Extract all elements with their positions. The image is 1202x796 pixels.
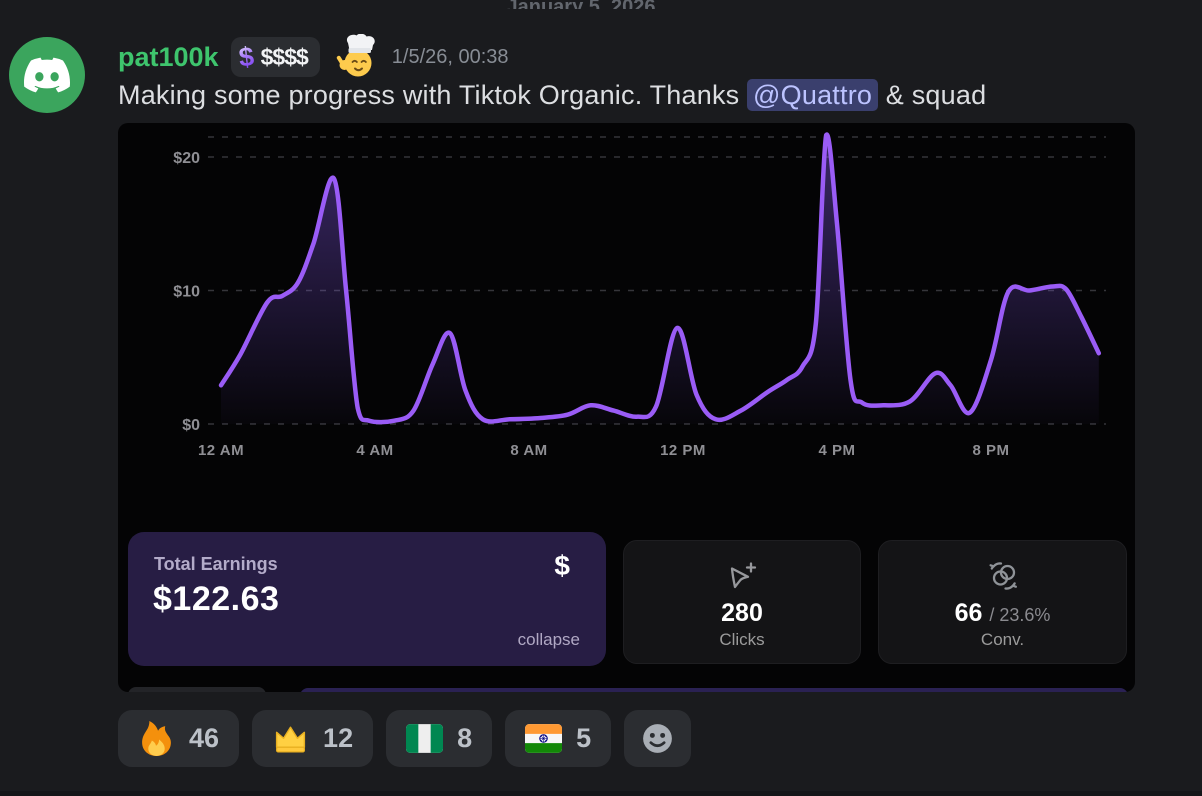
svg-text:$10: $10 bbox=[173, 284, 200, 301]
svg-text:4 AM: 4 AM bbox=[356, 442, 393, 459]
svg-text:12 AM: 12 AM bbox=[198, 442, 244, 459]
discord-logo-icon bbox=[24, 57, 70, 93]
cursor-click-plus-icon bbox=[722, 555, 762, 597]
message-text: Making some progress with Tiktok Organic… bbox=[118, 79, 987, 111]
conversion-rings-icon bbox=[983, 555, 1023, 597]
reaction-fire[interactable]: 46 bbox=[118, 710, 240, 767]
clicks-card: 280 Clicks bbox=[623, 540, 861, 664]
date-divider: January 5, 2026 bbox=[0, 0, 1162, 9]
add-reaction-button[interactable] bbox=[624, 710, 692, 767]
embed-earnings-image[interactable]: $0 $10 $20 12 AM 4 AM 8 AM 12 PM 4 PM 8 PM Total… bbox=[118, 123, 1135, 692]
collapse-label: collapse bbox=[517, 630, 580, 649]
crown-emoji bbox=[272, 720, 309, 757]
reaction-count: 5 bbox=[576, 723, 592, 753]
conversions-value: 66 / 23.6% bbox=[955, 599, 1051, 628]
fire-emoji bbox=[138, 720, 175, 757]
reaction-crown[interactable]: 12 bbox=[252, 710, 374, 767]
total-earnings-label: Total Earnings bbox=[154, 554, 278, 574]
clicks-value: 280 bbox=[721, 598, 763, 627]
timestamp: 1/5/26, 00:38 bbox=[391, 45, 509, 68]
svg-text:$20: $20 bbox=[173, 150, 200, 167]
reaction-count: 8 bbox=[457, 723, 473, 753]
avatar[interactable] bbox=[9, 37, 85, 113]
svg-text:8 PM: 8 PM bbox=[972, 442, 1009, 459]
clicks-label: Clicks bbox=[719, 629, 765, 649]
message-text-after: & squad bbox=[878, 80, 987, 110]
username[interactable]: pat100k bbox=[118, 41, 219, 72]
message-text-before: Making some progress with Tiktok Organic… bbox=[118, 80, 748, 110]
svg-text:8 AM: 8 AM bbox=[510, 442, 547, 459]
svg-text:$0: $0 bbox=[182, 417, 200, 434]
add-reaction-smiley-icon bbox=[639, 720, 676, 757]
reaction-flag-india[interactable]: 5 bbox=[505, 710, 612, 767]
badge-label: $$$$ bbox=[260, 43, 309, 70]
cutoff-purple-element bbox=[300, 688, 1128, 692]
conv-count: 66 bbox=[954, 598, 983, 627]
total-earnings-card: Total Earnings $122.63 $ collapse bbox=[128, 532, 606, 666]
nigeria-flag-emoji bbox=[406, 720, 444, 757]
mention-quattro[interactable]: @Quattro bbox=[747, 79, 879, 111]
dollar-badge-icon: $ bbox=[236, 40, 256, 73]
reaction-flag-nigeria[interactable]: 8 bbox=[386, 710, 493, 767]
reaction-count: 12 bbox=[323, 723, 354, 753]
conversions-card: 66 / 23.6% Conv. bbox=[878, 540, 1127, 664]
total-earnings-value: $122.63 bbox=[153, 580, 280, 618]
money-badge[interactable]: $ $$$$ bbox=[230, 37, 320, 77]
reaction-count: 46 bbox=[189, 723, 220, 753]
reactions-row: 46 12 8 bbox=[118, 710, 692, 767]
india-flag-emoji bbox=[525, 720, 563, 757]
message-header: pat100k $ $$$$ 1/5/26, 00:38 bbox=[118, 34, 509, 80]
earnings-chart: $0 $10 $20 12 AM 4 AM 8 AM 12 PM 4 PM 8 PM bbox=[173, 132, 1106, 459]
conversions-label: Conv. bbox=[980, 629, 1025, 649]
chef-kiss-emoji bbox=[332, 34, 378, 80]
conv-rate: / 23.6% bbox=[989, 604, 1051, 625]
dollar-icon: $ bbox=[554, 550, 570, 581]
svg-text:4 PM: 4 PM bbox=[818, 442, 855, 459]
date-divider-text: January 5, 2026 bbox=[507, 0, 656, 9]
cutoff-gray-element bbox=[128, 687, 266, 692]
svg-text:12 PM: 12 PM bbox=[660, 442, 706, 459]
bottom-edge bbox=[0, 791, 1202, 796]
